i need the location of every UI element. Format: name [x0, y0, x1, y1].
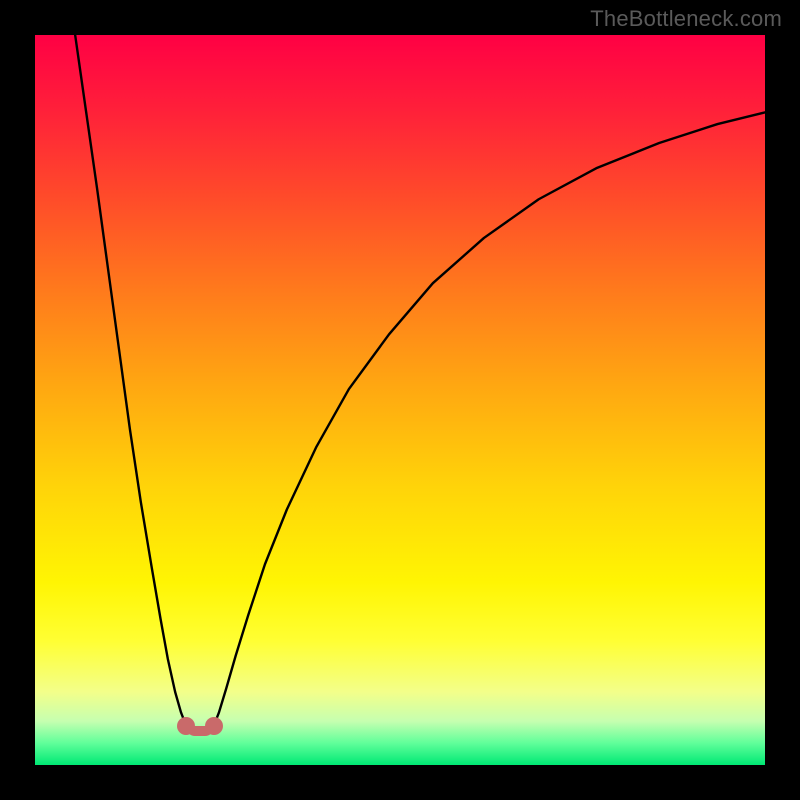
stage: { "canvas": { "width": 800, "height": 80…: [0, 0, 800, 800]
right-curve: [214, 112, 765, 725]
trough-bridge: [186, 726, 214, 737]
plot-area: [35, 35, 765, 765]
left-curve: [75, 35, 186, 726]
curves-svg: [35, 35, 765, 765]
watermark-text: TheBottleneck.com: [590, 6, 782, 32]
